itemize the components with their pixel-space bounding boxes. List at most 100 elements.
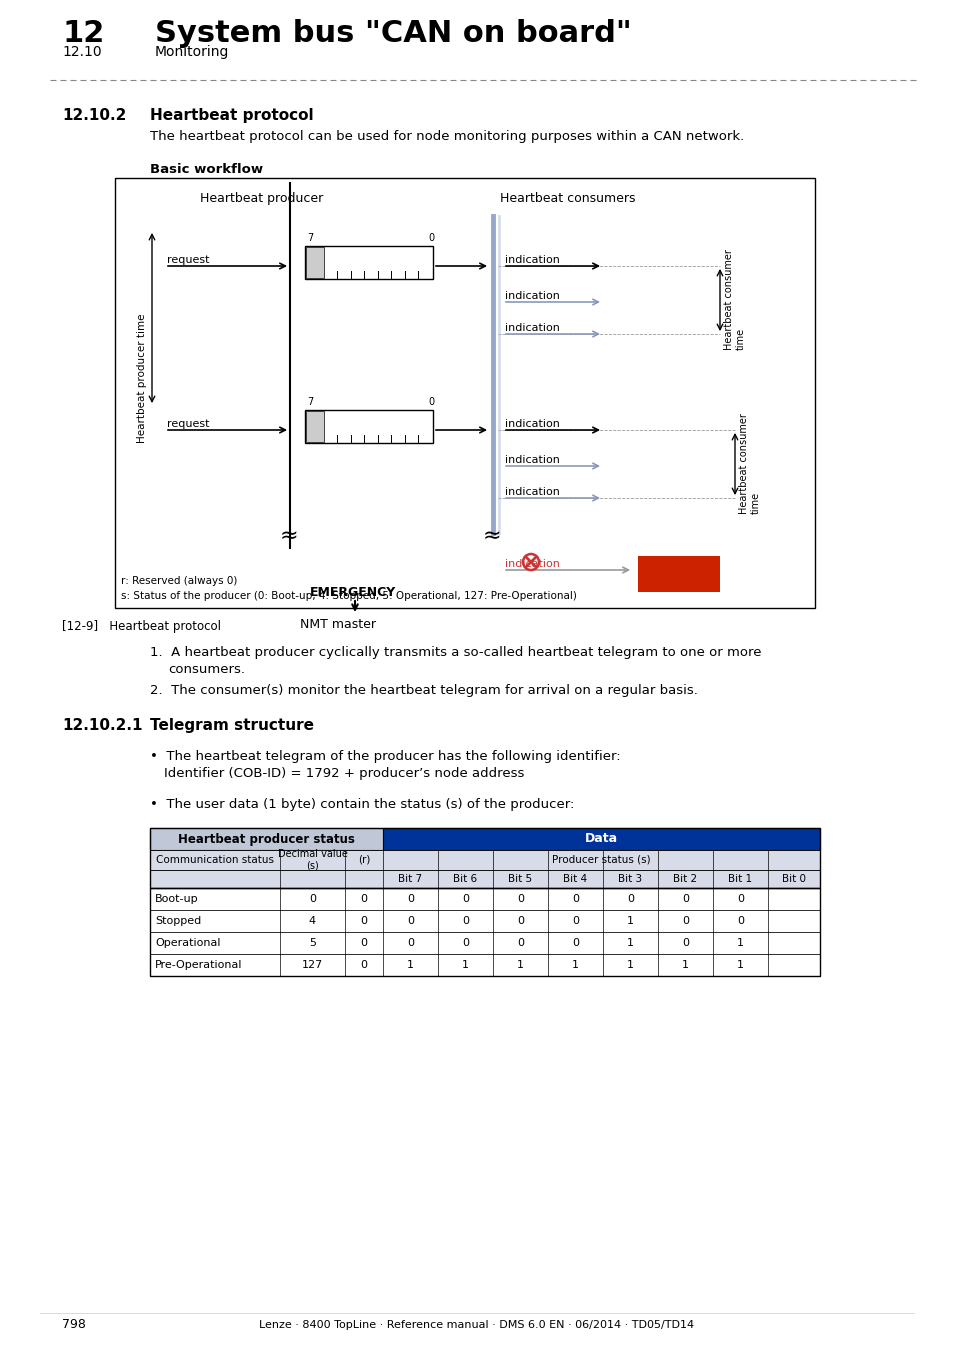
Text: Heartbeat consumers: Heartbeat consumers <box>499 192 635 205</box>
Text: 0: 0 <box>572 894 578 904</box>
Text: Operational: Operational <box>154 938 220 948</box>
Text: indication: indication <box>504 292 559 301</box>
Text: 127: 127 <box>301 960 323 971</box>
Text: ≈: ≈ <box>280 526 298 545</box>
Text: 1: 1 <box>737 960 743 971</box>
Text: •  The user data (1 byte) contain the status (s) of the producer:: • The user data (1 byte) contain the sta… <box>150 798 574 811</box>
Text: r: Reserved (always 0): r: Reserved (always 0) <box>121 576 237 586</box>
Text: 0: 0 <box>309 894 315 904</box>
Text: indication: indication <box>504 487 559 497</box>
Text: Basic workflow: Basic workflow <box>150 163 263 176</box>
Text: 0: 0 <box>681 938 688 948</box>
Bar <box>306 410 324 441</box>
Text: Heartbeat producer time: Heartbeat producer time <box>137 313 147 443</box>
Text: Pre-Operational: Pre-Operational <box>154 960 242 971</box>
Text: Bit 5: Bit 5 <box>508 873 532 884</box>
Text: •  The heartbeat telegram of the producer has the following identifier:: • The heartbeat telegram of the producer… <box>150 751 620 763</box>
Text: 7: 7 <box>307 397 313 406</box>
Text: Telegram structure: Telegram structure <box>150 718 314 733</box>
Text: System bus "CAN on board": System bus "CAN on board" <box>154 19 631 49</box>
Text: 7: 7 <box>307 234 313 243</box>
Text: 0: 0 <box>360 938 367 948</box>
Text: r: r <box>313 258 316 267</box>
Text: 0: 0 <box>360 894 367 904</box>
Text: Heartbeat consumer
time: Heartbeat consumer time <box>723 250 745 351</box>
Bar <box>638 556 720 593</box>
Text: Boot-up: Boot-up <box>154 894 198 904</box>
Text: 1: 1 <box>681 960 688 971</box>
Text: 1: 1 <box>572 960 578 971</box>
Text: 0: 0 <box>517 917 523 926</box>
Bar <box>150 828 382 850</box>
Text: ≈: ≈ <box>482 526 501 545</box>
Text: Communication status: Communication status <box>156 855 274 865</box>
Text: [12-9]   Heartbeat protocol: [12-9] Heartbeat protocol <box>62 620 221 633</box>
Text: 12: 12 <box>62 19 104 49</box>
Bar <box>150 869 820 888</box>
Text: 0: 0 <box>407 938 414 948</box>
Text: Monitoring: Monitoring <box>154 45 229 59</box>
Text: 0: 0 <box>360 917 367 926</box>
Text: 2.  The consumer(s) monitor the heartbeat telegram for arrival on a regular basi: 2. The consumer(s) monitor the heartbeat… <box>150 684 698 697</box>
Text: Bit 3: Bit 3 <box>618 873 642 884</box>
Bar <box>150 888 820 976</box>
Text: indication: indication <box>504 559 559 568</box>
Bar <box>150 888 820 910</box>
Text: request: request <box>167 418 210 429</box>
Text: Producer status (s): Producer status (s) <box>552 855 650 865</box>
Text: Data: Data <box>584 833 618 845</box>
Text: 5: 5 <box>309 938 315 948</box>
Text: 0: 0 <box>407 917 414 926</box>
Text: Bit 6: Bit 6 <box>453 873 477 884</box>
Text: 1: 1 <box>737 938 743 948</box>
Text: Heartbeat producer status: Heartbeat producer status <box>178 833 355 845</box>
Bar <box>305 246 433 279</box>
Text: 12.10: 12.10 <box>62 45 102 59</box>
Text: 0: 0 <box>626 894 634 904</box>
Text: indication: indication <box>504 455 559 464</box>
Text: 0: 0 <box>681 917 688 926</box>
Text: 12.10.2: 12.10.2 <box>62 108 126 123</box>
Text: indication: indication <box>504 255 559 265</box>
Text: 1: 1 <box>626 960 634 971</box>
Text: 1: 1 <box>517 960 523 971</box>
Bar <box>150 850 820 869</box>
Text: 0: 0 <box>360 960 367 971</box>
Text: Bit 0: Bit 0 <box>781 873 805 884</box>
Text: Bit 7: Bit 7 <box>398 873 422 884</box>
Text: 0: 0 <box>428 234 434 243</box>
Text: Heartbeat consumer
time: Heartbeat consumer time <box>739 413 760 514</box>
Text: 0: 0 <box>517 894 523 904</box>
Text: Lenze · 8400 TopLine · Reference manual · DMS 6.0 EN · 06/2014 · TD05/TD14: Lenze · 8400 TopLine · Reference manual … <box>259 1320 694 1330</box>
Text: Identifier (COB-ID) = 1792 + producer’s node address: Identifier (COB-ID) = 1792 + producer’s … <box>164 767 524 780</box>
Text: s: Status of the producer (0: Boot-up, 4: Stopped, 5: Operational, 127: Pre-Oper: s: Status of the producer (0: Boot-up, 4… <box>121 591 577 601</box>
Bar <box>305 410 433 443</box>
Text: 1: 1 <box>626 917 634 926</box>
Text: 798: 798 <box>62 1319 86 1331</box>
Text: request: request <box>167 255 210 265</box>
Text: Decimal value
(s): Decimal value (s) <box>277 849 347 871</box>
Bar <box>382 828 820 850</box>
Text: 1: 1 <box>461 960 469 971</box>
Text: 0: 0 <box>737 894 743 904</box>
Text: consumers.: consumers. <box>168 663 245 676</box>
Text: s: s <box>371 421 376 432</box>
Text: 0: 0 <box>737 917 743 926</box>
Text: 0: 0 <box>517 938 523 948</box>
Text: 1.  A heartbeat producer cyclically transmits a so-called heartbeat telegram to : 1. A heartbeat producer cyclically trans… <box>150 647 760 659</box>
Text: (r): (r) <box>357 855 370 865</box>
Text: 0: 0 <box>428 397 434 406</box>
Text: 12.10.2.1: 12.10.2.1 <box>62 718 142 733</box>
Text: 0: 0 <box>461 917 469 926</box>
Bar <box>150 910 820 932</box>
Bar <box>115 178 814 608</box>
Text: 0: 0 <box>461 894 469 904</box>
Text: 4: 4 <box>309 917 315 926</box>
Text: 0: 0 <box>681 894 688 904</box>
Bar <box>306 247 324 278</box>
Text: Bit 2: Bit 2 <box>673 873 697 884</box>
Text: 0: 0 <box>572 917 578 926</box>
Text: 0: 0 <box>461 938 469 948</box>
Bar <box>150 931 820 954</box>
Text: indication: indication <box>504 418 559 429</box>
